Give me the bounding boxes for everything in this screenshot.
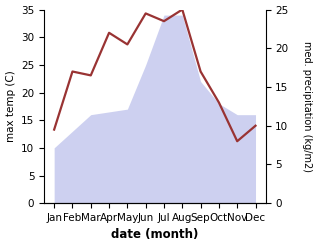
Y-axis label: max temp (C): max temp (C) — [5, 70, 16, 142]
X-axis label: date (month): date (month) — [111, 228, 198, 242]
Y-axis label: med. precipitation (kg/m2): med. precipitation (kg/m2) — [302, 41, 313, 172]
